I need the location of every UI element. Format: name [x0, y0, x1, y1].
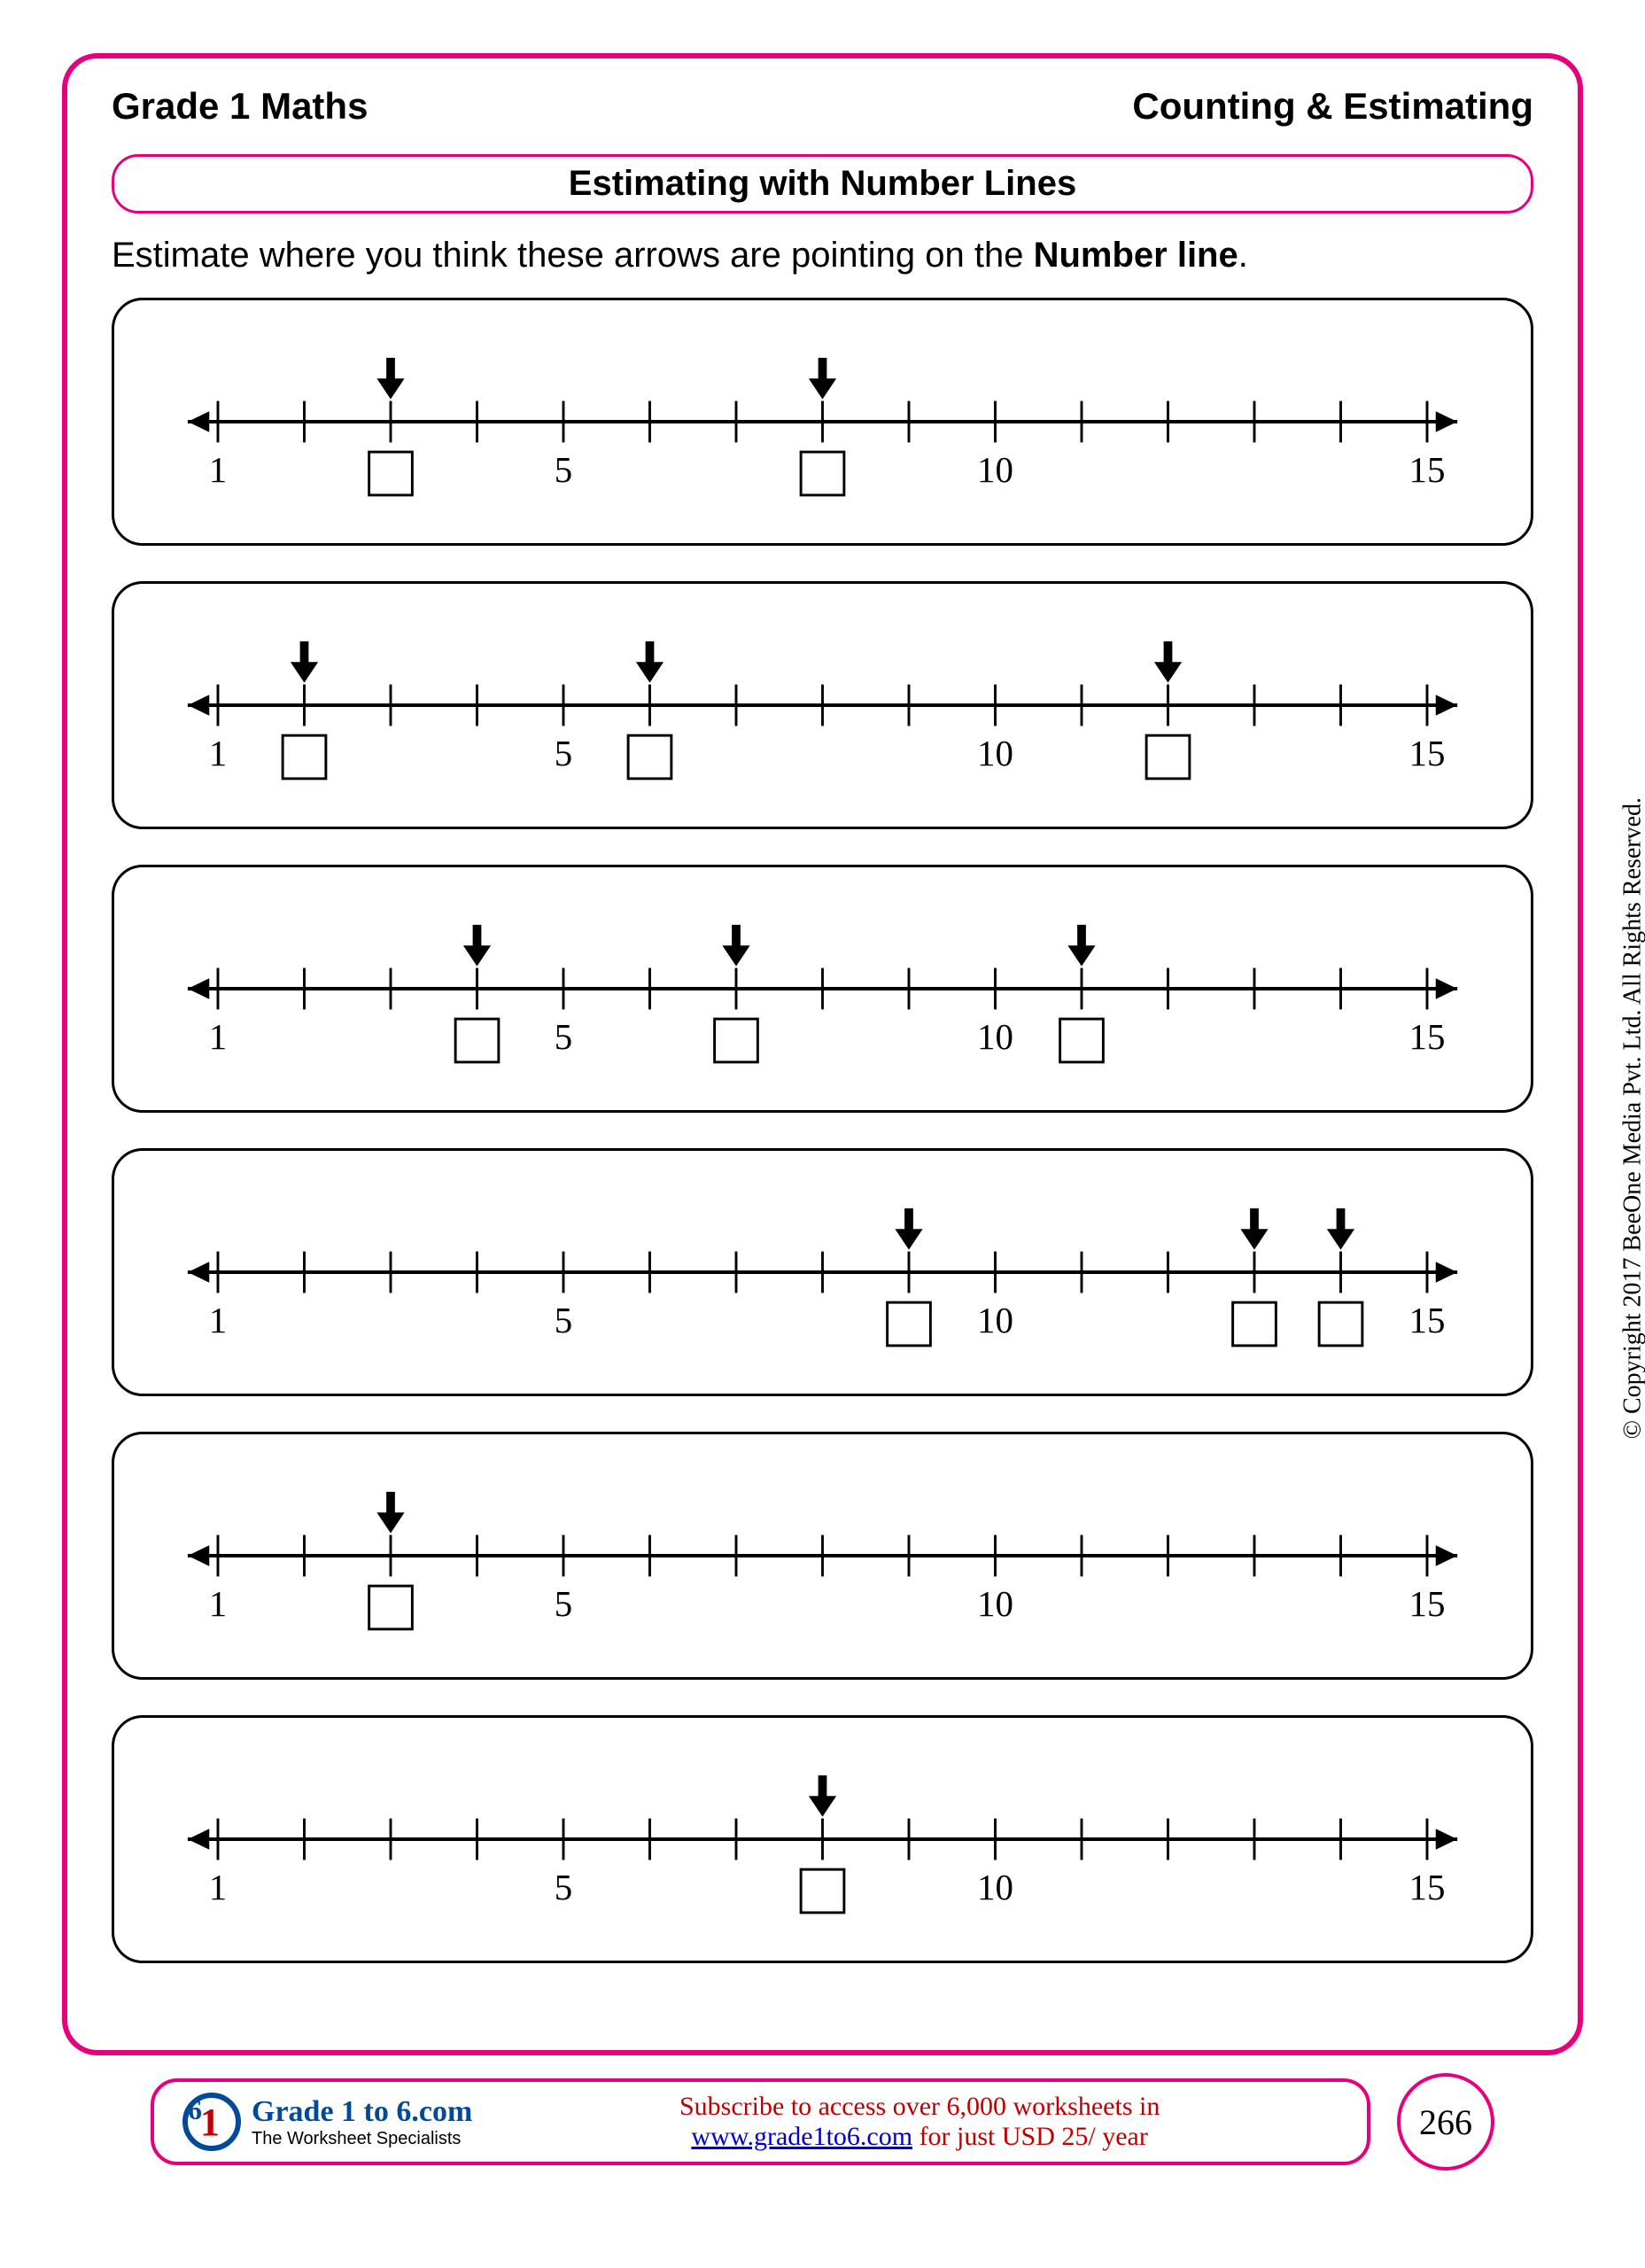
worksheet-frame: Grade 1 Maths Counting & Estimating Esti…: [62, 53, 1583, 2055]
problem-box: 151015: [112, 1148, 1533, 1396]
footer-link[interactable]: www.grade1to6.com: [691, 2122, 912, 2151]
footer-message: Subscribe to access over 6,000 worksheet…: [499, 2092, 1340, 2152]
numberline: 151015: [150, 1169, 1495, 1376]
tick-label: 15: [1409, 1017, 1446, 1057]
answer-box[interactable]: [1146, 735, 1190, 779]
tick-label: 15: [1409, 734, 1446, 773]
numberline: 151015: [150, 602, 1495, 809]
pointer-arrow-icon: [809, 1796, 836, 1816]
numberline: 151015: [150, 885, 1495, 1092]
tick-label: 5: [555, 450, 572, 490]
problems-container: 151015151015151015151015151015151015: [112, 298, 1533, 1963]
answer-box[interactable]: [283, 735, 326, 779]
tick-label: 5: [555, 1868, 572, 1907]
pointer-arrow-icon: [291, 662, 318, 682]
pointer-arrow-icon: [1154, 662, 1182, 682]
logo-block: 1 6 Grade 1 to 6.com The Worksheet Speci…: [181, 2091, 472, 2153]
svg-text:6: 6: [188, 2093, 202, 2125]
tick-label: 1: [209, 734, 227, 773]
instruction-text: Estimate where you think these arrows ar…: [112, 236, 1533, 276]
answer-box[interactable]: [888, 1302, 931, 1346]
tick-label: 5: [555, 1584, 572, 1624]
answer-box[interactable]: [628, 735, 671, 779]
logo-sub-text: The Worksheet Specialists: [252, 2129, 472, 2149]
instruction-bold: Number line: [1034, 236, 1238, 275]
pointer-arrow-icon: [1327, 1229, 1354, 1249]
tick-label: 5: [555, 1017, 572, 1057]
logo-icon: 1 6: [181, 2091, 243, 2153]
copyright-text: © Copyright 2017 BeeOne Media Pvt. Ltd. …: [1618, 797, 1645, 1439]
numberline: 151015: [150, 1736, 1495, 1943]
tick-label: 1: [209, 1017, 227, 1057]
answer-box[interactable]: [801, 452, 844, 495]
footer-pill: 1 6 Grade 1 to 6.com The Worksheet Speci…: [151, 2078, 1370, 2165]
header-left: Grade 1 Maths: [112, 85, 368, 128]
problem-box: 151015: [112, 581, 1533, 829]
answer-box[interactable]: [369, 452, 413, 495]
pointer-arrow-icon: [722, 945, 749, 966]
tick-label: 10: [977, 734, 1013, 773]
answer-box[interactable]: [715, 1019, 758, 1062]
pointer-arrow-icon: [1240, 1229, 1268, 1249]
answer-box[interactable]: [801, 1869, 844, 1913]
tick-label: 5: [555, 734, 572, 773]
tick-label: 10: [977, 450, 1013, 490]
tick-label: 10: [977, 1868, 1013, 1907]
problem-box: 151015: [112, 1432, 1533, 1680]
tick-label: 10: [977, 1584, 1013, 1624]
answer-box[interactable]: [1319, 1302, 1362, 1346]
pointer-arrow-icon: [895, 1229, 922, 1249]
problem-box: 151015: [112, 1715, 1533, 1963]
instruction-post: .: [1238, 236, 1248, 275]
pointer-arrow-icon: [376, 378, 404, 399]
page-number: 266: [1397, 2073, 1494, 2171]
header-row: Grade 1 Maths Counting & Estimating: [112, 85, 1533, 128]
svg-text:1: 1: [200, 2101, 220, 2144]
footer-msg-post: for just USD 25/ year: [912, 2122, 1148, 2151]
tick-label: 1: [209, 1584, 227, 1624]
tick-label: 1: [209, 450, 227, 490]
tick-label: 10: [977, 1301, 1013, 1340]
tick-label: 1: [209, 1301, 227, 1340]
answer-box[interactable]: [455, 1019, 499, 1062]
pointer-arrow-icon: [376, 1512, 404, 1533]
worksheet-title: Estimating with Number Lines: [112, 154, 1533, 214]
logo-main-text: Grade 1 to 6.com: [252, 2095, 472, 2129]
numberline: 151015: [150, 318, 1495, 525]
tick-label: 15: [1409, 450, 1446, 490]
header-right: Counting & Estimating: [1132, 85, 1533, 128]
tick-label: 10: [977, 1017, 1013, 1057]
pointer-arrow-icon: [1067, 945, 1095, 966]
tick-label: 15: [1409, 1301, 1446, 1340]
pointer-arrow-icon: [636, 662, 663, 682]
tick-label: 15: [1409, 1868, 1446, 1907]
answer-box[interactable]: [369, 1586, 413, 1629]
footer: 1 6 Grade 1 to 6.com The Worksheet Speci…: [62, 2073, 1583, 2171]
footer-msg-line1: Subscribe to access over 6,000 worksheet…: [679, 2092, 1160, 2121]
tick-label: 15: [1409, 1584, 1446, 1624]
instruction-pre: Estimate where you think these arrows ar…: [112, 236, 1034, 275]
pointer-arrow-icon: [463, 945, 491, 966]
tick-label: 1: [209, 1868, 227, 1907]
answer-box[interactable]: [1060, 1019, 1104, 1062]
tick-label: 5: [555, 1301, 572, 1340]
numberline: 151015: [150, 1452, 1495, 1659]
answer-box[interactable]: [1233, 1302, 1276, 1346]
pointer-arrow-icon: [809, 378, 836, 399]
problem-box: 151015: [112, 298, 1533, 546]
problem-box: 151015: [112, 865, 1533, 1113]
